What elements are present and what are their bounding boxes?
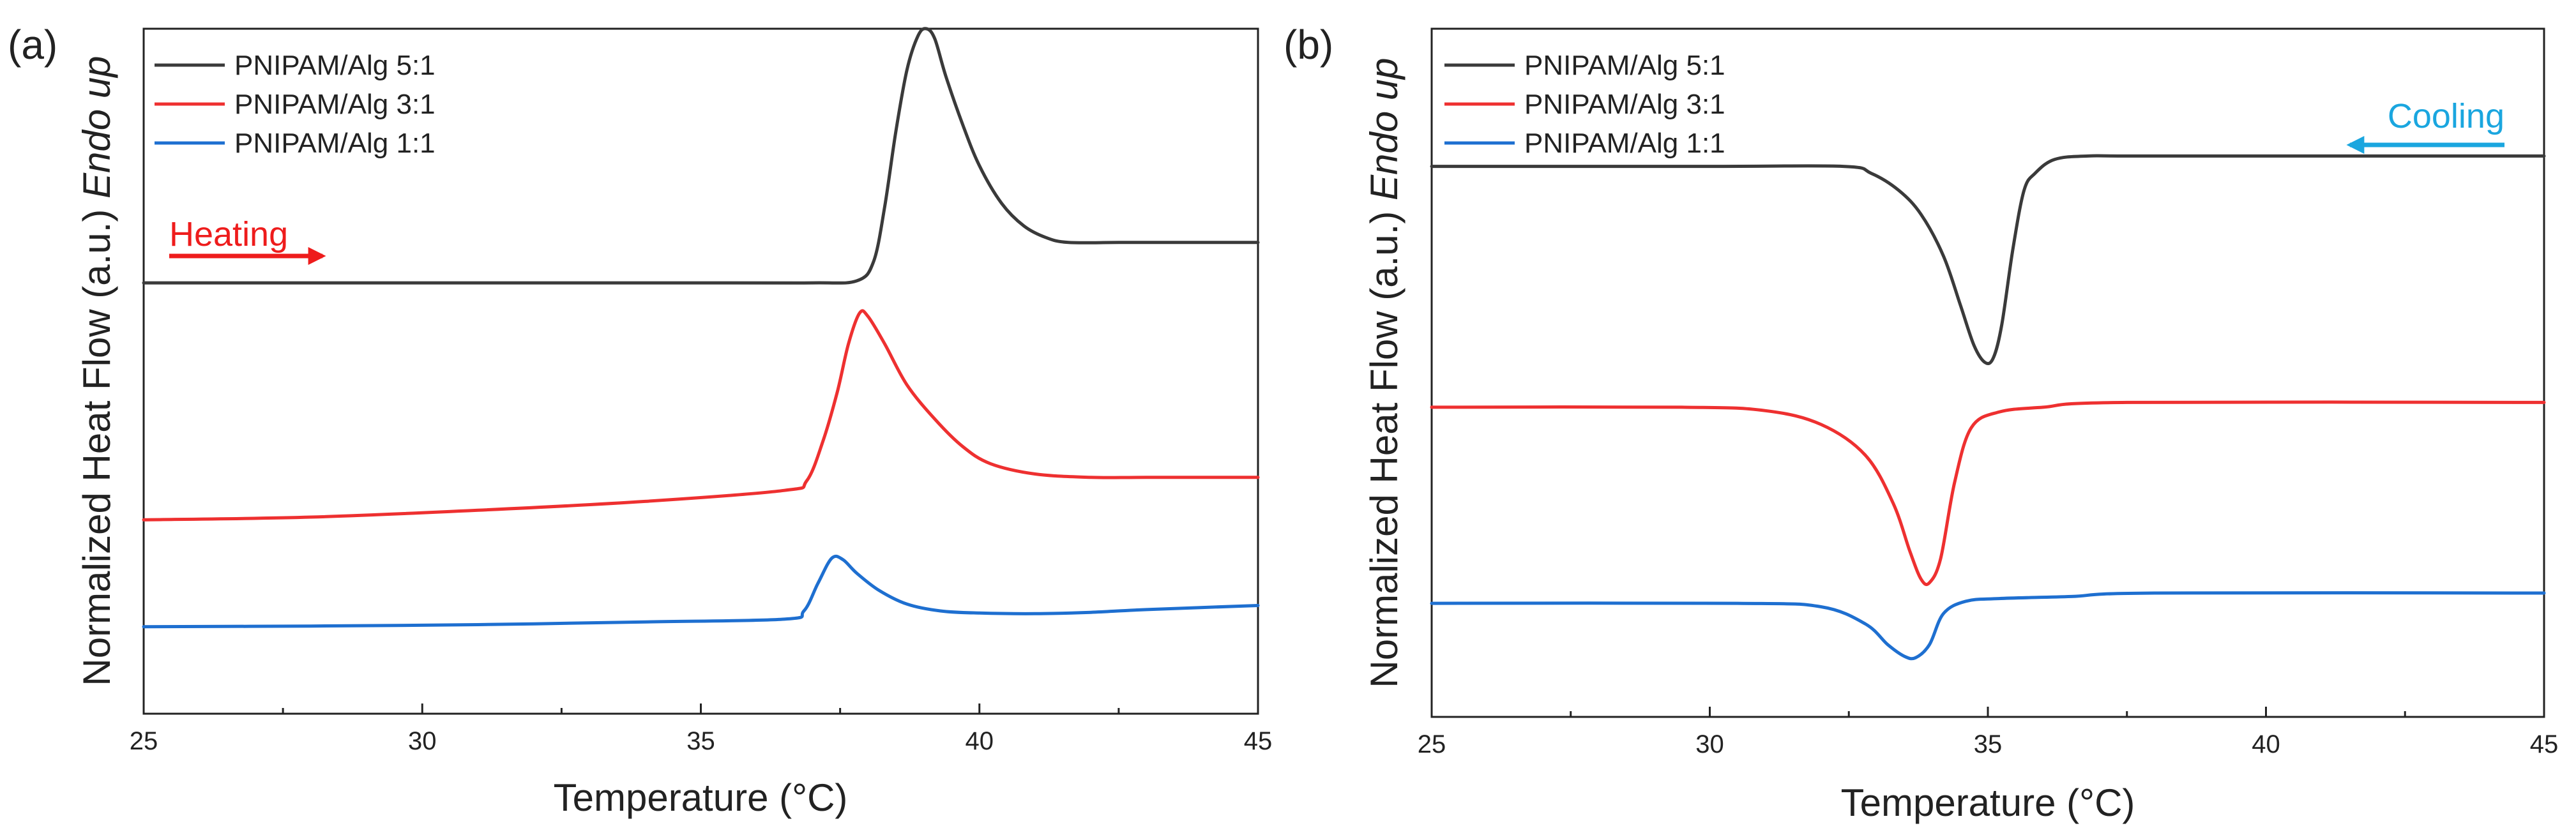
legend-label-3-1: PNIPAM/Alg 3:1 <box>234 89 436 120</box>
legend-label-5-1: PNIPAM/Alg 5:1 <box>1524 50 1725 81</box>
heating-annotation: Heating <box>169 215 326 265</box>
x-axis-title: Temperature (°C) <box>1841 781 2135 824</box>
series-line-pnipam-alg-1-1 <box>142 554 1260 629</box>
series-group <box>142 27 1260 629</box>
series-line-pnipam-alg-5-1 <box>142 27 1260 285</box>
series-line-pnipam-alg-3-1 <box>1430 400 2546 587</box>
chart-panel-a: (a) 25 30 35 40 45 PNIPAM/Alg 5:1 PNIPAM/Alg… <box>8 22 1272 819</box>
y-axis-title-italic: Endo up <box>1363 57 1405 200</box>
series-line-pnipam-alg-5-1 <box>1430 154 2546 365</box>
y-axis-title-main: Normalized Heat Flow (a.u.) <box>1363 200 1405 688</box>
x-tick-label: 45 <box>2530 730 2559 758</box>
legend: PNIPAM/Alg 5:1 PNIPAM/Alg 3:1 PNIPAM/Alg… <box>155 50 436 159</box>
series-line-pnipam-alg-1-1 <box>1430 591 2546 661</box>
x-tick-label: 35 <box>686 727 715 755</box>
panel-label: (a) <box>8 22 57 68</box>
legend-label-5-1: PNIPAM/Alg 5:1 <box>234 50 436 81</box>
x-tick-label: 40 <box>2252 730 2280 758</box>
cooling-label: Cooling <box>2388 97 2504 135</box>
legend-label-1-1: PNIPAM/Alg 1:1 <box>234 128 436 159</box>
legend-label-1-1: PNIPAM/Alg 1:1 <box>1524 128 1725 159</box>
panel-label: (b) <box>1284 22 1333 68</box>
x-tick-label: 45 <box>1244 727 1273 755</box>
legend: PNIPAM/Alg 5:1 PNIPAM/Alg 3:1 PNIPAM/Alg… <box>1444 50 1725 159</box>
x-axis-ticks: 25 30 35 40 45 <box>1418 707 2559 758</box>
x-tick-label: 30 <box>408 727 437 755</box>
x-axis-title: Temperature (°C) <box>554 776 848 819</box>
x-tick-label: 25 <box>130 727 158 755</box>
y-axis-title-main: Normalized Heat Flow (a.u.) <box>75 199 118 686</box>
cooling-annotation: Cooling <box>2346 97 2504 154</box>
x-tick-label: 25 <box>1418 730 1446 758</box>
chart-panel-b: (b) 25 30 35 40 45 PNIPAM/Alg 5:1 PNIPAM/Alg… <box>1284 22 2558 824</box>
heating-label: Heating <box>169 215 288 253</box>
x-tick-label: 40 <box>966 727 994 755</box>
y-axis-title: Normalized Heat Flow (a.u.) Endo up <box>75 56 118 686</box>
x-axis-ticks: 25 30 35 40 45 <box>130 703 1273 755</box>
y-axis-title-italic: Endo up <box>75 56 118 199</box>
series-line-pnipam-alg-3-1 <box>142 309 1260 522</box>
x-tick-label: 30 <box>1695 730 1724 758</box>
y-axis-title: Normalized Heat Flow (a.u.) Endo up <box>1363 57 1405 688</box>
series-group <box>1430 154 2546 661</box>
legend-label-3-1: PNIPAM/Alg 3:1 <box>1524 89 1725 120</box>
x-tick-label: 35 <box>1974 730 2003 758</box>
